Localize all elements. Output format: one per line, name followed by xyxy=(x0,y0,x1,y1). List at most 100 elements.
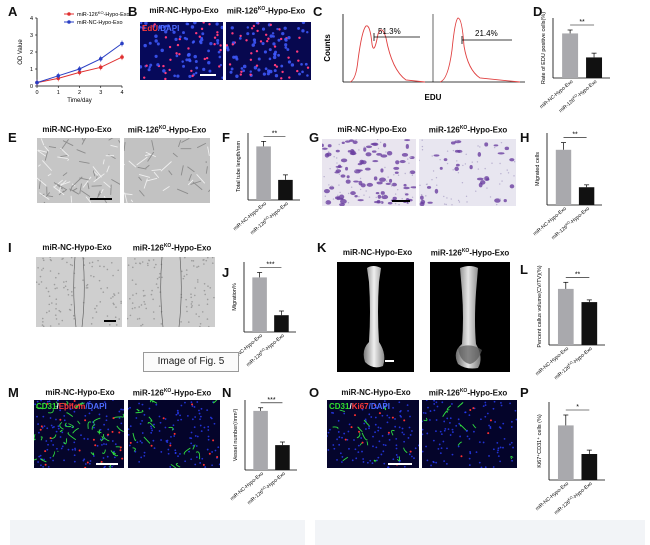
red-stain xyxy=(118,431,121,434)
dapi-nucleus xyxy=(86,438,89,440)
dapi-nucleus xyxy=(426,432,429,435)
membrane-pore xyxy=(491,162,493,164)
membrane-pore xyxy=(465,153,467,156)
cd31-vessel xyxy=(67,432,77,441)
dapi-nucleus xyxy=(422,433,424,436)
y-tick-label: 0 xyxy=(30,84,33,90)
cell-speck xyxy=(63,286,65,289)
red-stain xyxy=(73,400,76,403)
dapi-nucleus xyxy=(343,412,346,415)
dapi-nucleus xyxy=(46,448,49,451)
nucleus xyxy=(268,48,272,52)
histogram-curve-ko xyxy=(439,17,521,83)
cell-speck xyxy=(53,283,56,286)
cell-speck xyxy=(112,274,114,277)
cd31-vessel xyxy=(63,438,68,445)
membrane-pore xyxy=(355,139,357,140)
edu-positive-nucleus xyxy=(259,40,263,43)
migrated-cell xyxy=(433,154,440,157)
cd31-vessel xyxy=(40,458,47,463)
dapi-nucleus xyxy=(150,427,153,430)
cell-speck xyxy=(206,298,209,301)
cell-speck xyxy=(45,287,48,289)
tube-segment xyxy=(136,156,148,166)
membrane-pore xyxy=(339,191,341,194)
nucleus xyxy=(262,72,266,76)
tube-segment xyxy=(111,178,120,185)
dapi-nucleus xyxy=(372,445,374,448)
panel-letter-f: F xyxy=(222,130,230,145)
membrane-pore xyxy=(456,140,458,142)
dapi-nucleus xyxy=(468,457,471,460)
cell-speck xyxy=(156,277,159,280)
tube-segment xyxy=(196,173,206,184)
dapi-nucleus xyxy=(388,416,391,419)
cd31-vessel xyxy=(459,424,467,431)
cell-speck xyxy=(73,286,76,289)
red-stain xyxy=(49,436,52,439)
nucleus xyxy=(298,72,301,76)
tube-segment xyxy=(97,190,101,196)
migrated-cell xyxy=(322,143,324,148)
nucleus xyxy=(158,25,162,29)
cell-speck xyxy=(152,259,155,261)
dapi-nucleus xyxy=(153,423,155,426)
nucleus xyxy=(200,38,204,42)
migrated-cell xyxy=(392,196,397,201)
nucleus xyxy=(261,27,266,31)
cd31-vessel xyxy=(52,451,56,458)
cd31-vessel xyxy=(148,416,153,422)
cd31-vessel xyxy=(183,447,191,455)
dapi-nucleus xyxy=(150,425,152,428)
migrated-cell xyxy=(364,167,371,171)
migrated-cell xyxy=(325,200,332,205)
dapi-nucleus xyxy=(158,415,161,418)
tube-segment xyxy=(196,142,207,149)
nucleus xyxy=(304,62,308,66)
dapi-nucleus xyxy=(346,438,349,441)
tube-segment xyxy=(103,181,111,189)
edu-positive-nucleus xyxy=(296,50,299,53)
dapi-nucleus xyxy=(169,466,172,468)
dapi-nucleus xyxy=(403,440,406,443)
dapi-nucleus xyxy=(468,437,471,440)
cell-speck xyxy=(141,261,144,263)
cd31-vessel xyxy=(55,401,59,407)
bar-nc xyxy=(555,149,572,205)
migrated-cell xyxy=(504,146,510,151)
bar-ko xyxy=(581,302,598,345)
migrated-cell xyxy=(503,199,507,203)
tube-segment xyxy=(44,151,49,161)
nucleus xyxy=(273,52,277,57)
red-stain xyxy=(71,402,74,405)
cell-speck xyxy=(103,265,105,268)
cell-speck xyxy=(142,289,145,292)
dapi-nucleus xyxy=(492,448,495,451)
nucleus xyxy=(301,29,305,33)
tube-segment xyxy=(106,165,110,173)
edu-positive-nucleus xyxy=(219,48,222,52)
bar-nc xyxy=(557,425,574,480)
membrane-pore xyxy=(421,149,424,151)
data-point xyxy=(98,57,103,61)
panel-letter-e: E xyxy=(8,130,17,145)
cell-speck xyxy=(71,294,73,297)
y-axis-label: Migration% xyxy=(232,283,238,311)
dapi-nucleus xyxy=(492,407,495,410)
nucleus xyxy=(266,72,270,76)
nucleus xyxy=(251,32,255,36)
dapi-nucleus xyxy=(445,462,448,465)
cell-speck xyxy=(39,275,42,278)
tube-segment xyxy=(81,138,84,141)
significance-marker: *** xyxy=(267,397,275,404)
dapi-nucleus xyxy=(422,450,424,453)
membrane-pore xyxy=(336,167,339,170)
cell-speck xyxy=(106,315,109,317)
cell-speck xyxy=(147,264,149,267)
tube-segment xyxy=(138,189,145,197)
dapi-nucleus xyxy=(83,458,86,461)
migrated-cell xyxy=(339,203,345,206)
dapi-nucleus xyxy=(394,425,397,428)
bar-ko xyxy=(578,187,595,205)
cell-speck xyxy=(42,259,45,262)
